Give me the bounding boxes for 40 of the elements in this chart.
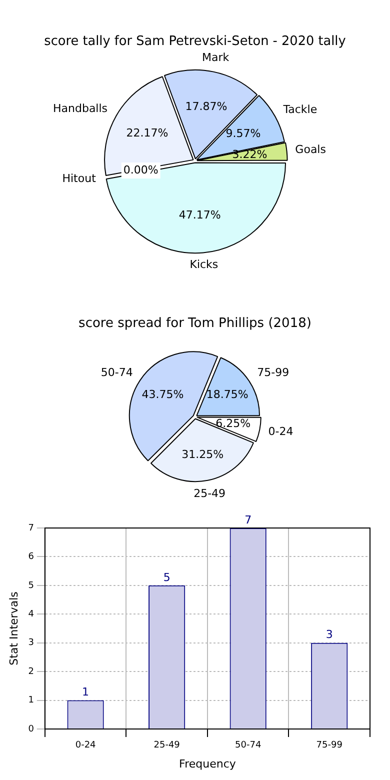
y-tick-label: 6 [28,552,34,562]
slice-label: 75-99 [257,366,290,379]
slice-label: 25-49 [194,486,226,500]
slice-label: 0-24 [268,425,294,438]
y-tick-label: 5 [28,580,34,591]
slice-label: Tackle [282,103,318,116]
y-axis-title: Stat Intervals [7,591,20,666]
data-label: 3.22% [232,148,268,162]
data-label: 22.17% [126,126,168,140]
data-label: 7 [244,513,252,526]
slice-label: Mark [202,51,230,64]
data-label: 31.25% [182,448,224,461]
data-label: 1 [82,686,90,699]
x-axis-title: Frequency [179,757,236,770]
slice-label: Goals [295,143,326,156]
x-tick-label: 25-49 [154,740,180,751]
text: 0.00% [123,163,158,176]
chart-title: score spread for Tom Phillips (2018) [78,316,312,332]
y-tick-label: 1 [28,696,34,706]
data-label: 3 [326,628,333,642]
y-tick-label: 4 [28,609,34,620]
data-label: 6.25% [216,417,251,430]
x-tick-label: 50-74 [235,740,262,751]
slice-label: Handballs [53,102,108,115]
data-label: 17.87% [185,100,228,113]
data-label: 5 [163,570,170,584]
data-label: 47.17% [178,208,221,222]
y-tick-label: 0 [28,724,34,734]
slice-label: Kicks [190,258,218,271]
category-label: Hitout [62,172,96,186]
x-tick-label: 0-24 [75,740,96,751]
chart-title: score tally for Sam Petrevski-Seton - 2020 tally [44,34,346,50]
data-label: 18.75% [206,388,248,402]
data-label: 9.57% [226,127,261,140]
data-label: 43.75% [142,388,184,402]
y-tick-label: 3 [28,638,34,648]
y-tick-label: 2 [28,666,34,677]
slice-label: 50-74 [100,366,133,379]
y-tick-label: 7 [28,523,34,534]
x-tick-label: 75-99 [316,740,343,751]
